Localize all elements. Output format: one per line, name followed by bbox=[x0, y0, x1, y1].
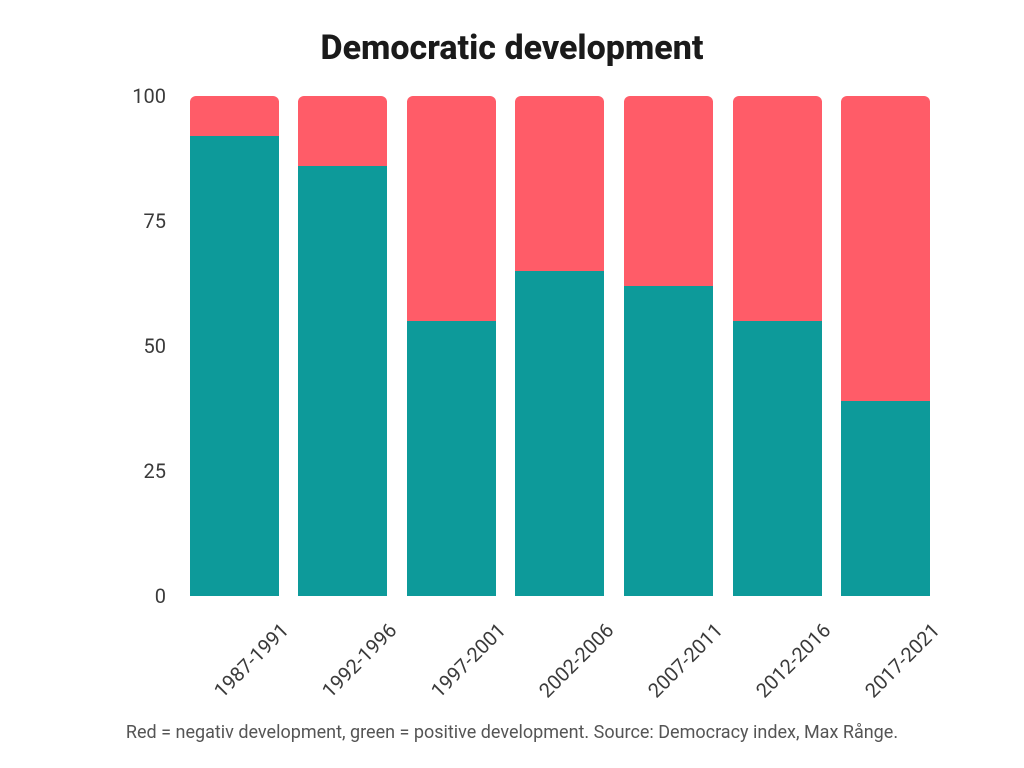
bar-segment-negative bbox=[624, 96, 713, 286]
x-tick-label: 2012-2016 bbox=[751, 618, 835, 702]
bar-segment-positive bbox=[841, 401, 930, 596]
bar-slot bbox=[723, 96, 832, 596]
bar-segment-negative bbox=[515, 96, 604, 271]
bar-segment-negative bbox=[733, 96, 822, 321]
stacked-bar bbox=[624, 96, 713, 596]
chart-caption: Red = negativ development, green = posit… bbox=[0, 722, 1024, 743]
x-label-slot: 1997-2001 bbox=[397, 612, 506, 636]
bar-slot bbox=[180, 96, 289, 596]
bar-segment-positive bbox=[407, 321, 496, 596]
bar-segment-negative bbox=[298, 96, 387, 166]
x-label-slot: 2007-2011 bbox=[614, 612, 723, 636]
x-label-slot: 1987-1991 bbox=[180, 612, 289, 636]
stacked-bar bbox=[298, 96, 387, 596]
bar-segment-positive bbox=[624, 286, 713, 596]
bar-slot bbox=[831, 96, 940, 596]
stacked-bar bbox=[190, 96, 279, 596]
x-axis-labels: 1987-19911992-19961997-20012002-20062007… bbox=[180, 612, 940, 636]
bar-segment-negative bbox=[407, 96, 496, 321]
chart-plot-area: 1987-19911992-19961997-20012002-20062007… bbox=[180, 96, 940, 596]
x-tick-label: 1997-2001 bbox=[426, 618, 510, 702]
bar-slot bbox=[506, 96, 615, 596]
bar-slot bbox=[614, 96, 723, 596]
x-tick-label: 1992-1996 bbox=[317, 618, 401, 702]
bar-segment-positive bbox=[733, 321, 822, 596]
chart-title: Democratic development bbox=[0, 0, 1024, 68]
y-tick-label: 0 bbox=[155, 584, 166, 608]
y-tick-label: 50 bbox=[144, 334, 166, 358]
bar-segment-positive bbox=[515, 271, 604, 596]
bars-container bbox=[180, 96, 940, 596]
bar-slot bbox=[397, 96, 506, 596]
x-tick-label: 2007-2011 bbox=[643, 618, 727, 702]
bar-segment-negative bbox=[190, 96, 279, 136]
bar-segment-positive bbox=[190, 136, 279, 596]
bar-segment-negative bbox=[841, 96, 930, 401]
y-tick-label: 75 bbox=[144, 209, 166, 233]
stacked-bar bbox=[733, 96, 822, 596]
x-tick-label: 2017-2021 bbox=[860, 618, 944, 702]
x-label-slot: 2017-2021 bbox=[831, 612, 940, 636]
x-tick-label: 2002-2006 bbox=[534, 618, 618, 702]
bar-slot bbox=[289, 96, 398, 596]
bar-segment-positive bbox=[298, 166, 387, 596]
y-tick-label: 25 bbox=[144, 459, 166, 483]
x-label-slot: 2002-2006 bbox=[506, 612, 615, 636]
stacked-bar bbox=[515, 96, 604, 596]
x-label-slot: 2012-2016 bbox=[723, 612, 832, 636]
stacked-bar bbox=[841, 96, 930, 596]
stacked-bar bbox=[407, 96, 496, 596]
x-label-slot: 1992-1996 bbox=[289, 612, 398, 636]
y-tick-label: 100 bbox=[132, 84, 166, 108]
x-tick-label: 1987-1991 bbox=[209, 618, 293, 702]
